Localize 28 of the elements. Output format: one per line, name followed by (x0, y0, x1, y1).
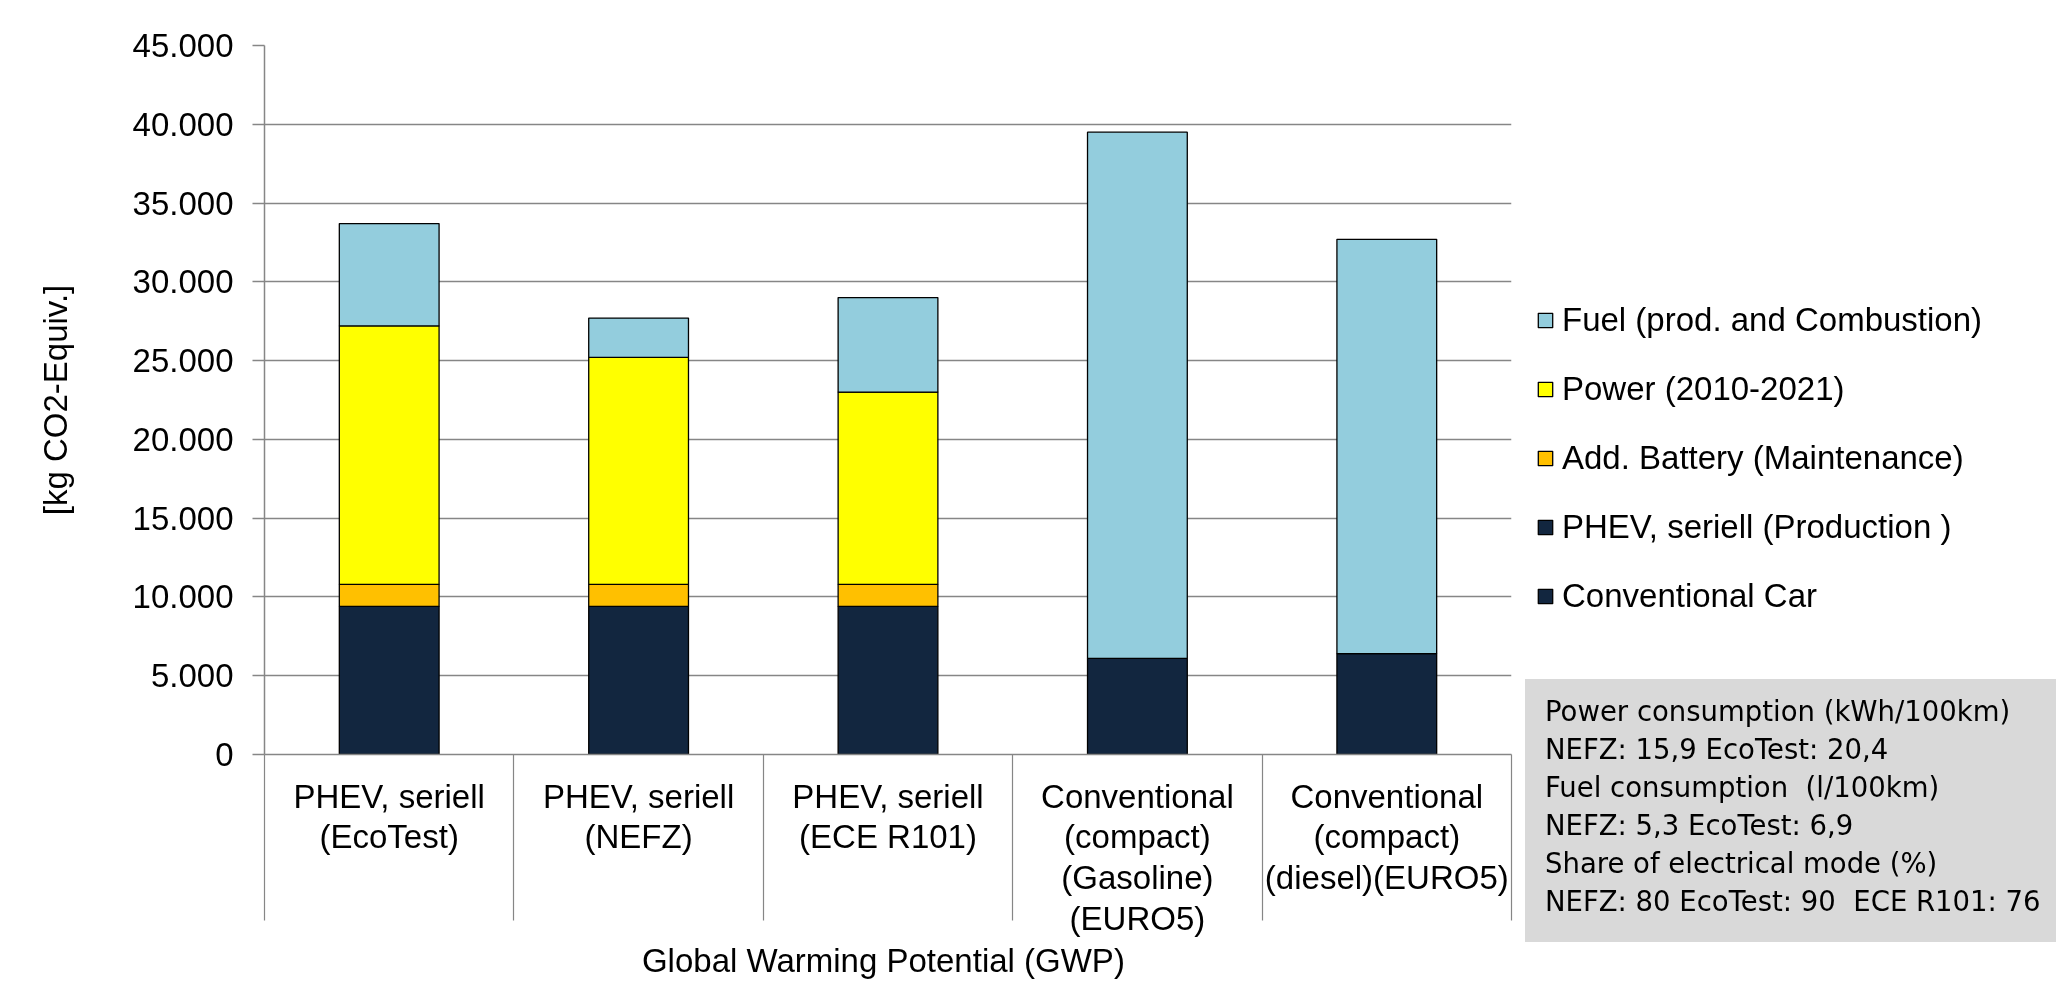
y-tick-label: 15.000 (132, 499, 234, 537)
legend-label: PHEV, seriell (Production ) (1562, 508, 1952, 546)
annotation: Power consumption (kWh/100km) (1545, 694, 2012, 729)
y-tick-label: 5.000 (150, 657, 234, 695)
y-tick-label: 20.000 (132, 420, 234, 458)
annotation: NEFZ: 80 EcoTest: 90 ECE R101: 76 (1545, 884, 2042, 919)
legend-label: Fuel (prod. and Combustion) (1562, 301, 1983, 339)
annotation: Fuel consumption (l/100km) (1545, 770, 1941, 805)
legend-label: Power (2010-2021) (1562, 370, 1845, 408)
legend-label: Add. Battery (Maintenance) (1562, 439, 1964, 477)
y-tick-label: 45.000 (132, 27, 234, 64)
x-tick-label: PHEV, seriell (EcoTest) (293, 777, 485, 856)
x-tick-label: PHEV, seriell (NEFZ) (542, 777, 735, 856)
annotation: NEFZ: 5,3 EcoTest: 6,9 (1545, 808, 1855, 843)
y-tick-label: 35.000 (132, 184, 234, 222)
y-tick-label: 10.000 (132, 578, 234, 616)
y-tick-label: 25.000 (132, 342, 234, 380)
x-axis-title: Global Warming Potential (GWP) (641, 941, 1125, 979)
annotation: NEFZ: 15,9 EcoTest: 20,4 (1545, 732, 1890, 767)
x-tick-label: Conventional (compact) (diesel)(EURO5) (1264, 777, 1509, 896)
y-tick-label: 0 (215, 736, 234, 773)
y-tick-label: 30.000 (132, 263, 234, 301)
annotation: Share of electrical mode (%) (1545, 846, 1939, 881)
legend-label: Conventional Car (1562, 577, 1817, 615)
x-tick-label: PHEV, seriell (ECE R101) (792, 777, 984, 856)
y-axis-title: [kg CO2-Equiv.] (36, 284, 74, 516)
x-tick-label: Conventional (compact) (Gasoline) (EURO5) (1041, 777, 1234, 937)
y-tick-label: 40.000 (132, 105, 234, 143)
